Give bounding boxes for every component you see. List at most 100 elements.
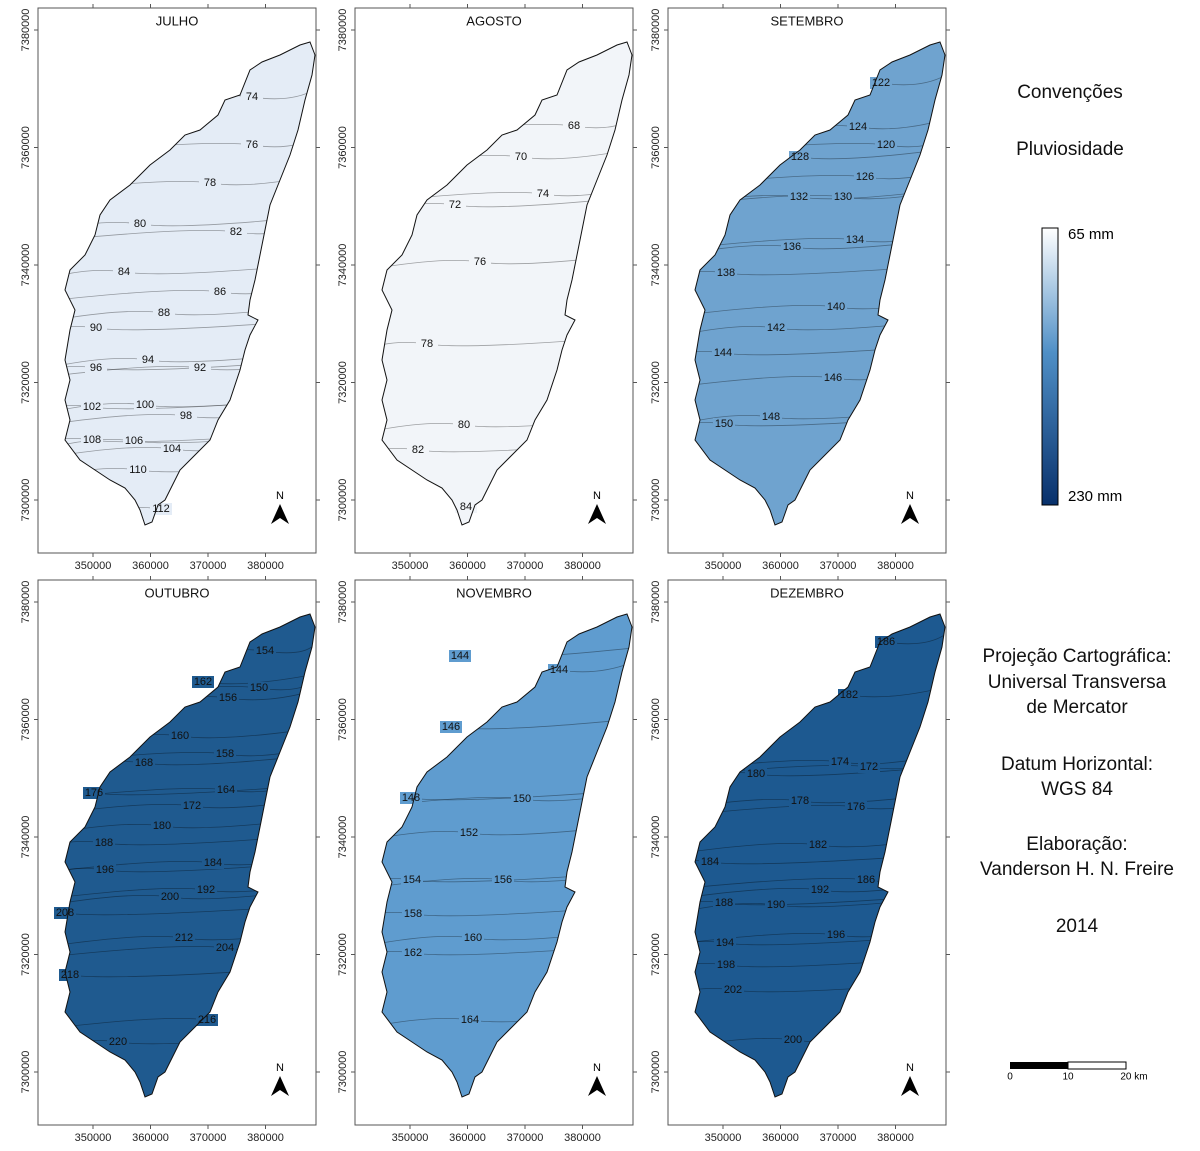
map-panel: 144144146148150152154156158160162164NOVE…	[337, 576, 637, 1144]
contour-label: 180	[153, 820, 171, 832]
contour-label: 172	[183, 800, 201, 812]
contour-label: 198	[717, 959, 735, 971]
contour-label: 190	[767, 899, 785, 911]
north-label: N	[276, 490, 284, 502]
scale-label: 0	[1007, 1072, 1013, 1083]
scale-label: 10	[1062, 1072, 1074, 1083]
contour-label: 174	[831, 756, 849, 768]
x-tick-label: 380000	[247, 1132, 284, 1144]
panel-title: DEZEMBRO	[770, 585, 844, 600]
contour-label: 158	[404, 908, 422, 920]
note: Datum Horizontal:	[1001, 754, 1153, 775]
note: Projeção Cartográfica:	[982, 646, 1171, 667]
contour-label: 94	[142, 354, 154, 366]
x-tick-label: 370000	[820, 560, 857, 572]
contour-label: 196	[96, 864, 114, 876]
panel-title: AGOSTO	[466, 13, 521, 28]
y-tick-label: 7320000	[337, 933, 349, 976]
scale-label: 20 km	[1120, 1072, 1147, 1083]
contour-label: 128	[791, 151, 809, 163]
x-tick-label: 380000	[877, 1132, 914, 1144]
x-tick-label: 360000	[449, 560, 486, 572]
panel-title: OUTUBRO	[145, 585, 210, 600]
contour-label: 194	[716, 937, 734, 949]
y-tick-label: 7300000	[650, 1051, 662, 1094]
contour-label: 74	[246, 91, 258, 103]
x-tick-label: 360000	[132, 1132, 169, 1144]
y-tick-label: 7380000	[337, 581, 349, 624]
note: de Mercator	[1026, 697, 1128, 718]
contour-label: 144	[550, 664, 568, 676]
contour-label: 220	[109, 1036, 127, 1048]
x-tick-label: 370000	[507, 1132, 544, 1144]
panel-title: JULHO	[156, 13, 199, 28]
contour-label: 88	[158, 307, 170, 319]
y-tick-label: 7320000	[20, 361, 32, 404]
y-tick-label: 7340000	[650, 244, 662, 287]
contour-label: 160	[464, 932, 482, 944]
contour-label: 152	[460, 827, 478, 839]
contour-label: 208	[56, 907, 74, 919]
contour-label: 218	[61, 969, 79, 981]
y-tick-label: 7300000	[337, 479, 349, 522]
contour-label: 158	[216, 748, 234, 760]
contour-label: 130	[834, 191, 852, 203]
note: Universal Transversa	[988, 672, 1167, 693]
north-label: N	[593, 490, 601, 502]
x-tick-label: 350000	[392, 560, 429, 572]
figure: Convenções Pluviosidade 65 mm 230 mm 0 1…	[0, 0, 1200, 1146]
contour-label: 126	[856, 171, 874, 183]
contour-label: 110	[129, 464, 147, 476]
contour-label: 186	[857, 874, 875, 886]
contour-label: 108	[83, 434, 101, 446]
y-tick-label: 7360000	[337, 126, 349, 169]
x-tick-label: 350000	[75, 560, 112, 572]
y-tick-label: 7320000	[337, 361, 349, 404]
y-tick-label: 7380000	[20, 9, 32, 52]
x-tick-label: 360000	[132, 560, 169, 572]
contour-label: 144	[714, 347, 732, 359]
contour-label: 172	[860, 761, 878, 773]
contour-label: 180	[747, 768, 765, 780]
y-tick-label: 7300000	[20, 1051, 32, 1094]
x-tick-label: 350000	[705, 560, 742, 572]
x-tick-label: 370000	[190, 560, 227, 572]
contour-label: 154	[403, 874, 421, 886]
north-label: N	[906, 490, 914, 502]
contour-label: 162	[404, 947, 422, 959]
contour-label: 200	[784, 1034, 802, 1046]
x-tick-label: 350000	[75, 1132, 112, 1144]
north-label: N	[906, 1062, 914, 1074]
contour-label: 80	[458, 419, 470, 431]
contour-label: 178	[791, 795, 809, 807]
legend-subtitle: Pluviosidade	[1016, 139, 1124, 160]
contour-label: 138	[717, 267, 735, 279]
contour-label: 70	[515, 151, 527, 163]
note: Vanderson H. N. Freire	[980, 859, 1174, 880]
map-panel: 1221241201281261321301341361381401421441…	[650, 4, 950, 572]
contour-label: 134	[846, 234, 864, 246]
contour-label: 184	[701, 856, 719, 868]
contour-label: 106	[125, 435, 143, 447]
contour-label: 146	[442, 721, 460, 733]
contour-label: 82	[412, 444, 424, 456]
contour-label: 200	[161, 891, 179, 903]
contour-label: 102	[83, 401, 101, 413]
contour-label: 80	[134, 218, 146, 230]
contour-label: 68	[568, 120, 580, 132]
contour-label: 148	[402, 792, 420, 804]
contour-label: 150	[715, 418, 733, 430]
y-tick-label: 7360000	[337, 698, 349, 741]
contour-label: 84	[118, 266, 130, 278]
contour-label: 164	[217, 784, 235, 796]
x-tick-label: 360000	[762, 1132, 799, 1144]
contour-label: 100	[136, 399, 154, 411]
contour-label: 212	[175, 932, 193, 944]
x-tick-label: 350000	[392, 1132, 429, 1144]
note: Elaboração:	[1026, 834, 1127, 855]
y-tick-label: 7340000	[337, 244, 349, 287]
y-tick-label: 7340000	[20, 816, 32, 859]
x-tick-label: 360000	[449, 1132, 486, 1144]
panel-title: NOVEMBRO	[456, 585, 532, 600]
